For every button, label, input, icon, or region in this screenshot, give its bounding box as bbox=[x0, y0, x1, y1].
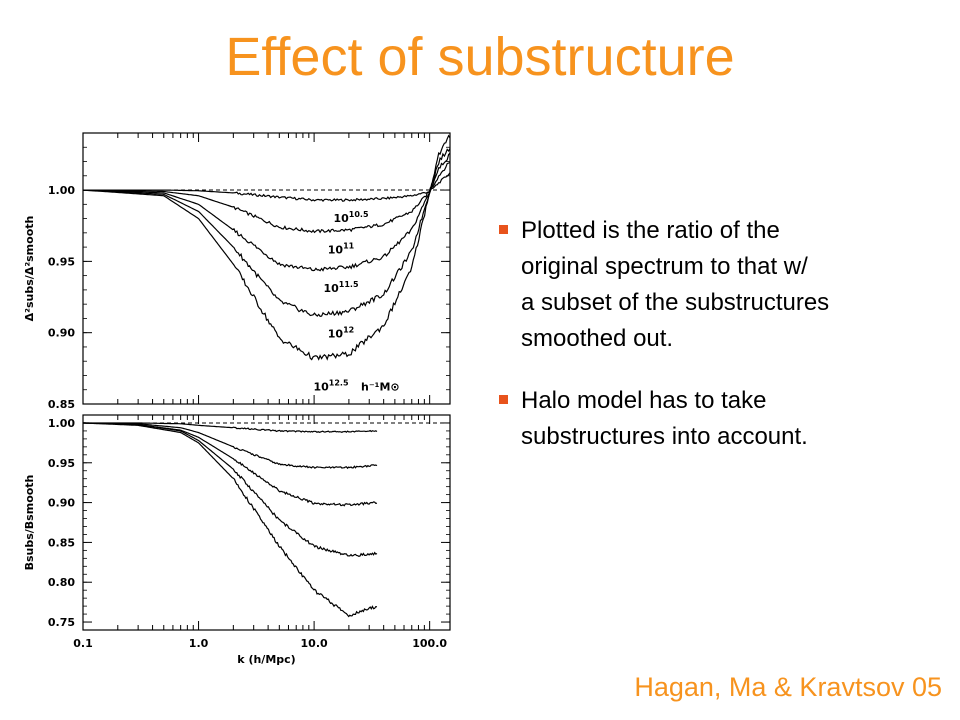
y-tick-label: 1.00 bbox=[48, 417, 75, 430]
bullet-line: Plotted is the ratio of the bbox=[521, 217, 780, 244]
x-tick-label: 1.0 bbox=[189, 637, 209, 650]
series-label-base: 10 bbox=[328, 328, 344, 341]
mass-unit-label: h⁻¹M⊙ bbox=[361, 380, 400, 393]
plot-frame-bottom bbox=[82, 414, 451, 631]
series-label-exponent: 11.5 bbox=[339, 280, 359, 289]
y-tick-label: 0.80 bbox=[48, 576, 75, 589]
series-label: 1010.5 bbox=[333, 210, 368, 225]
series-label-exponent: 12 bbox=[343, 326, 354, 335]
bullet-list: Plotted is the ratio of the original spe… bbox=[498, 213, 948, 481]
series-line-bottom bbox=[83, 422, 378, 470]
x-tick-label: 10.0 bbox=[301, 637, 328, 650]
series-line-top bbox=[83, 152, 451, 272]
y-tick-label: 0.85 bbox=[48, 398, 75, 411]
series-line-top bbox=[83, 161, 451, 234]
series-label-base: 10 bbox=[333, 212, 349, 225]
citation: Hagan, Ma & Kravtsov 05 bbox=[634, 672, 942, 702]
bullet-line: Halo model has to take bbox=[521, 387, 767, 414]
y-tick-label: 0.95 bbox=[48, 255, 75, 268]
plot-frame-top bbox=[82, 132, 451, 405]
y-tick-label: 0.90 bbox=[48, 497, 75, 510]
series-line-bottom bbox=[83, 422, 378, 557]
series-line-top bbox=[83, 172, 451, 202]
series-label-base: 10 bbox=[323, 282, 339, 295]
series-label: 1011.5 bbox=[323, 280, 358, 295]
series-label-exponent: 12.5 bbox=[329, 378, 349, 387]
series-line-bottom bbox=[83, 422, 378, 618]
y-tick-label: 1.00 bbox=[48, 184, 75, 197]
bullet-line: smoothed out. bbox=[521, 325, 674, 352]
square-bullet-icon bbox=[499, 225, 508, 234]
series-label: 1012.5 bbox=[313, 378, 348, 393]
bullet-item: Halo model has to take substructures int… bbox=[498, 383, 948, 455]
series-line-bottom bbox=[83, 422, 378, 433]
y-tick-label: 0.75 bbox=[48, 616, 75, 629]
y-tick-label: 0.85 bbox=[48, 536, 75, 549]
series-label-exponent: 10.5 bbox=[349, 210, 369, 219]
series-label-base: 10 bbox=[313, 380, 329, 393]
square-bullet-icon bbox=[499, 395, 508, 404]
series-label: 1011 bbox=[328, 241, 355, 256]
slide-title: Effect of substructure bbox=[225, 27, 735, 87]
y-tick-label: 0.95 bbox=[48, 457, 75, 470]
x-tick-label: 0.1 bbox=[73, 637, 93, 650]
bullet-line: a subset of the substructures bbox=[521, 289, 830, 316]
bullet-line: substructures into account. bbox=[521, 423, 808, 450]
series-line-top bbox=[83, 148, 451, 317]
x-axis-label: k (h/Mpc) bbox=[237, 653, 295, 666]
series-line-bottom bbox=[83, 422, 378, 507]
series-label: 1012 bbox=[328, 326, 354, 341]
y-axis-label: Bsubs/Bsmooth bbox=[23, 475, 36, 571]
series-label-exponent: 11 bbox=[343, 241, 355, 250]
series-line-top bbox=[82, 134, 451, 361]
series-label-base: 10 bbox=[328, 243, 344, 256]
y-tick-label: 0.90 bbox=[48, 327, 75, 340]
bullet-item: Plotted is the ratio of the original spe… bbox=[498, 213, 948, 357]
y-axis-label: Δ²subs/Δ²smooth bbox=[23, 216, 36, 322]
bullet-line: original spectrum to that w/ bbox=[521, 253, 808, 280]
x-tick-label: 100.0 bbox=[412, 637, 447, 650]
